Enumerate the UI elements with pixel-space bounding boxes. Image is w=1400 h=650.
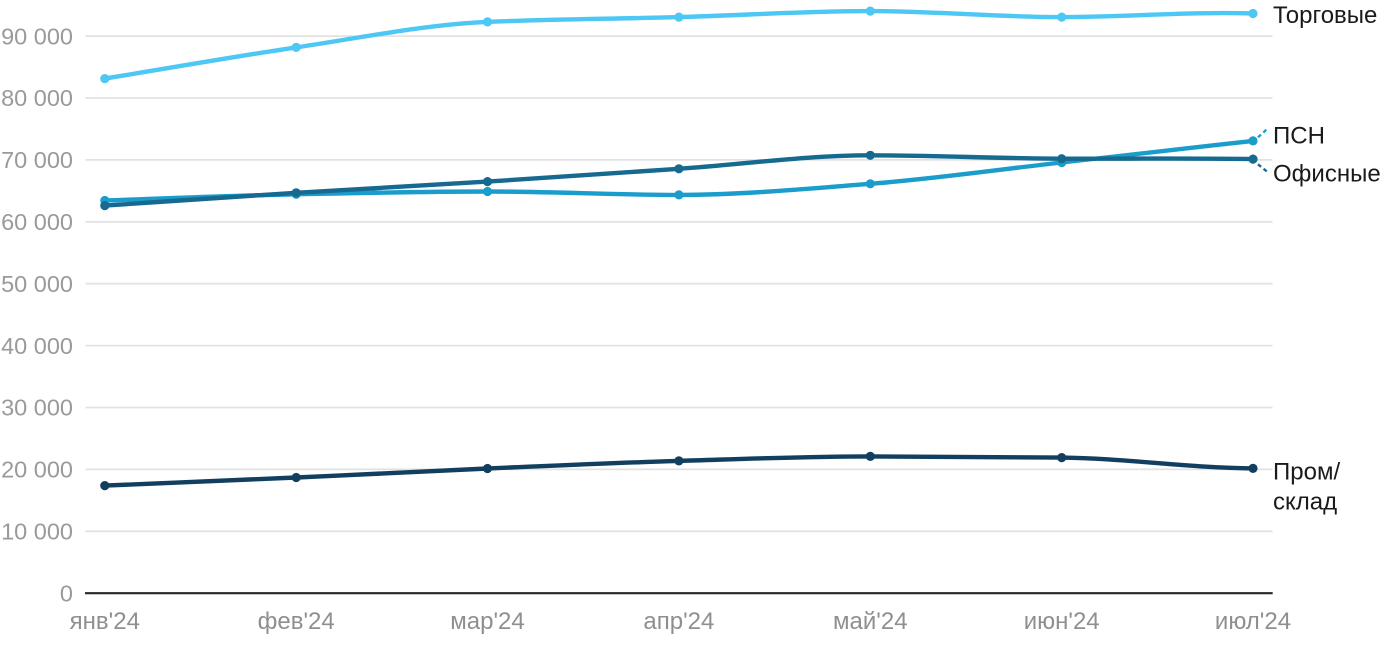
svg-text:май'24: май'24 — [833, 608, 908, 635]
svg-text:40 000: 40 000 — [1, 333, 73, 359]
svg-text:Пром/: Пром/ — [1273, 459, 1340, 486]
svg-text:90 000: 90 000 — [1, 23, 73, 49]
svg-text:20 000: 20 000 — [1, 457, 73, 483]
svg-text:апр'24: апр'24 — [643, 608, 714, 635]
svg-text:80 000: 80 000 — [1, 85, 73, 111]
svg-text:Офисные: Офисные — [1273, 161, 1381, 188]
svg-text:склад: склад — [1273, 489, 1337, 516]
svg-text:янв'24: янв'24 — [70, 608, 140, 635]
svg-text:фев'24: фев'24 — [258, 608, 335, 635]
svg-text:мар'24: мар'24 — [450, 608, 524, 635]
svg-text:70 000: 70 000 — [1, 147, 73, 173]
svg-text:10 000: 10 000 — [1, 519, 73, 545]
svg-text:30 000: 30 000 — [1, 395, 73, 421]
svg-text:ПСН: ПСН — [1273, 123, 1325, 150]
svg-text:июл'24: июл'24 — [1215, 608, 1291, 635]
svg-text:60 000: 60 000 — [1, 209, 73, 235]
svg-text:июн'24: июн'24 — [1024, 608, 1100, 635]
svg-text:Торговые: Торговые — [1273, 2, 1377, 29]
svg-text:0: 0 — [60, 580, 73, 606]
svg-text:50 000: 50 000 — [1, 271, 73, 297]
